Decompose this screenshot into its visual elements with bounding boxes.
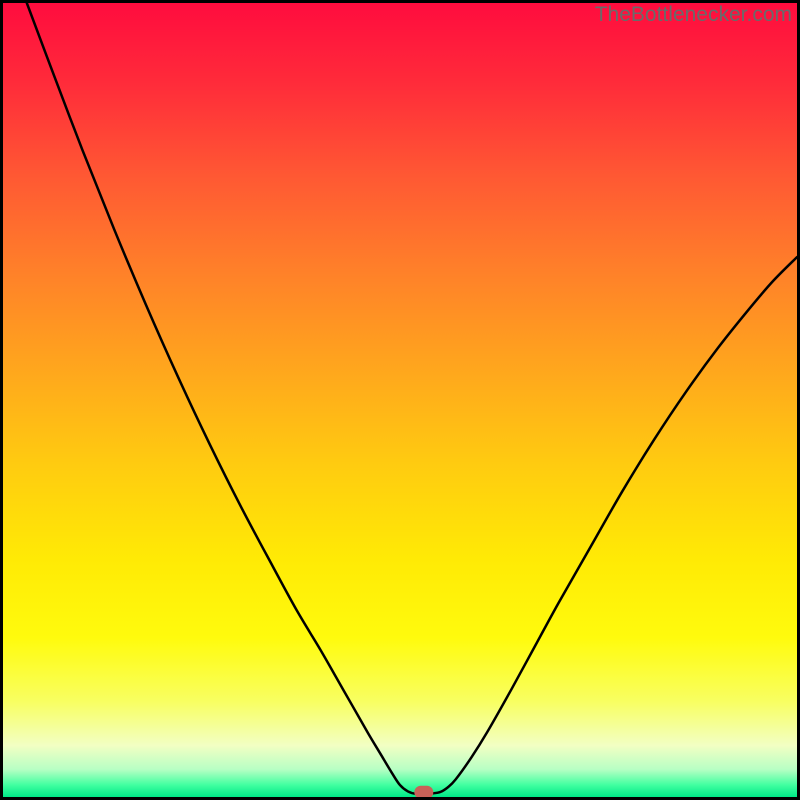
watermark-label: TheBottlenecker.com (595, 3, 792, 27)
chart-canvas (0, 0, 800, 800)
optimal-marker (415, 786, 433, 798)
bottleneck-chart: TheBottlenecker.com (0, 0, 800, 800)
chart-background (3, 3, 797, 797)
